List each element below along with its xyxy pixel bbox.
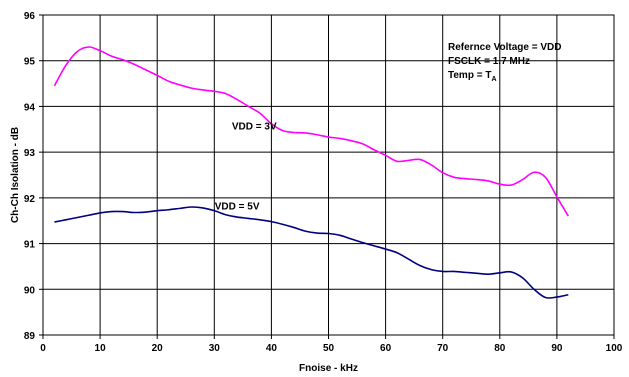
note-temp-main: Temp = T	[448, 70, 491, 81]
x-tick-label: 40	[266, 343, 278, 354]
series-label-vdd-3v: VDD = 3V	[232, 121, 277, 132]
note-fsclk: FSCLK = 1.7 MHz	[448, 56, 530, 67]
x-tick-label: 50	[323, 343, 335, 354]
y-tick-label: 95	[24, 57, 36, 68]
y-tick-label: 93	[24, 148, 36, 159]
x-tick-label: 10	[95, 343, 107, 354]
series-line-vdd-5v	[54, 206, 569, 299]
note-temp-subscript: A	[491, 76, 496, 83]
note-reference-voltage: Refernce Voltage = VDD	[448, 42, 561, 53]
y-tick-label: 89	[24, 331, 36, 342]
series-lines	[53, 46, 570, 299]
grid	[43, 15, 614, 335]
x-tick-label: 80	[494, 343, 506, 354]
series-label-vdd-5v: VDD = 5V	[215, 201, 260, 212]
y-axis-ticks: 89 90 91 92 93 94 95 96	[24, 11, 43, 342]
note-temp: Temp = TA	[448, 70, 497, 83]
y-tick-label: 96	[24, 11, 36, 22]
x-tick-label: 20	[152, 343, 164, 354]
x-tick-label: 0	[40, 343, 46, 354]
y-tick-label: 90	[24, 285, 36, 296]
y-axis-label: Ch-Ch Isolation - dB	[10, 127, 21, 223]
y-tick-label: 94	[24, 102, 36, 113]
y-tick-label: 91	[24, 240, 36, 251]
x-tick-label: 70	[437, 343, 449, 354]
y-tick-label: 92	[24, 194, 36, 205]
x-tick-label: 100	[606, 343, 623, 354]
series-line-vdd-3v	[53, 46, 570, 217]
x-tick-label: 90	[551, 343, 563, 354]
x-axis-label: Fnoise - kHz	[299, 363, 358, 374]
x-tick-label: 60	[380, 343, 392, 354]
x-axis-ticks: 0 10 20 30 40 50 60 70 80 90 100	[40, 335, 623, 354]
x-tick-label: 30	[209, 343, 221, 354]
conditions-note: Refernce Voltage = VDD FSCLK = 1.7 MHz T…	[448, 42, 561, 83]
